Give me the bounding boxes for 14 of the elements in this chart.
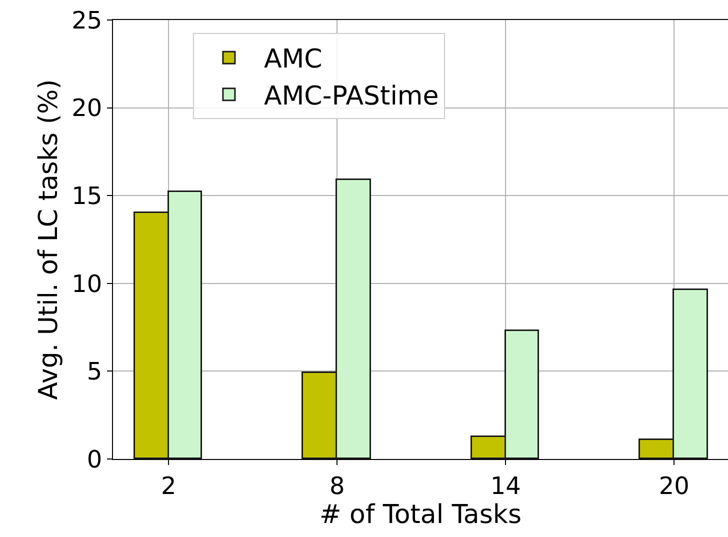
- x-tick-label: 14: [490, 472, 521, 500]
- x-tick-label: 8: [329, 472, 345, 500]
- y-tick-label: 20: [72, 94, 102, 122]
- y-tick-label: 5: [86, 358, 102, 386]
- legend-label: AMC-PAStime: [264, 82, 439, 112]
- legend-label: AMC: [264, 44, 322, 75]
- x-tick-label: 20: [658, 472, 690, 500]
- x-axis-title: # of Total Tasks: [319, 500, 522, 530]
- x-tick-label: 2: [160, 472, 176, 500]
- y-tick-label: 15: [72, 182, 102, 210]
- y-tick-label: 25: [72, 6, 102, 34]
- y-axis-title: Avg. Util. of LC tasks (%): [34, 79, 64, 400]
- y-tick-label: 0: [86, 445, 102, 474]
- y-tick-label: 10: [72, 270, 102, 298]
